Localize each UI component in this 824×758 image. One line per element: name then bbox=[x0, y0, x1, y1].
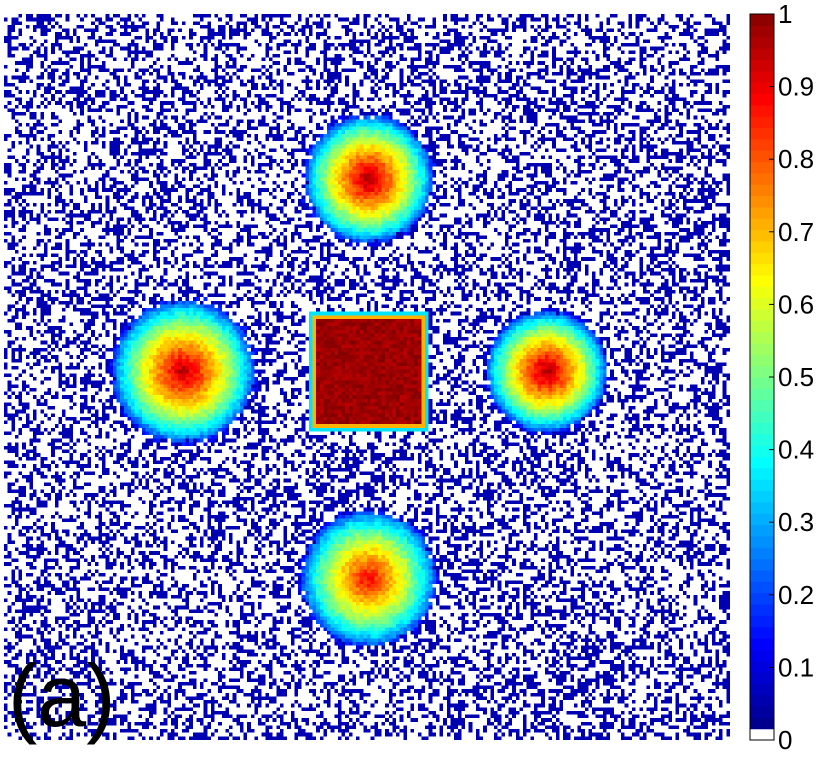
colorbar-segment bbox=[750, 671, 774, 684]
colorbar-segment bbox=[750, 161, 774, 174]
heatmap-plot bbox=[4, 14, 730, 740]
colorbar-segment bbox=[750, 377, 774, 389]
colorbar-segment bbox=[750, 82, 774, 95]
colorbar-segment bbox=[750, 660, 774, 673]
colorbar-segment bbox=[750, 399, 774, 412]
colorbar-segment bbox=[750, 206, 774, 219]
colorbar-segment bbox=[750, 615, 774, 628]
colorbar-segment bbox=[750, 603, 774, 616]
colorbar-tick-label: 0.9 bbox=[778, 72, 814, 102]
colorbar-segment bbox=[750, 138, 774, 151]
colorbar-segment bbox=[750, 229, 774, 242]
colorbar-segment bbox=[750, 547, 774, 560]
panel-label: (a) bbox=[8, 646, 116, 745]
colorbar-segment bbox=[750, 150, 774, 163]
colorbar-segment bbox=[750, 342, 774, 355]
colorbar-tick-label: 0 bbox=[778, 725, 792, 755]
colorbar-tick-label: 0.2 bbox=[778, 580, 814, 610]
colorbar-segment bbox=[750, 694, 774, 707]
colorbar-segment bbox=[750, 354, 774, 367]
colorbar-segment bbox=[750, 195, 774, 208]
colorbar-segment bbox=[750, 728, 774, 741]
colorbar-segment bbox=[750, 286, 774, 299]
colorbar-segment bbox=[750, 569, 774, 582]
colorbar-segment bbox=[750, 218, 774, 231]
colorbar-segment bbox=[750, 263, 774, 276]
colorbar-segment bbox=[750, 25, 774, 38]
colorbar-segment bbox=[750, 445, 774, 458]
colorbar-tick-label: 0.4 bbox=[778, 435, 814, 465]
colorbar-segment bbox=[750, 308, 774, 321]
colorbar-segment bbox=[750, 592, 774, 605]
colorbar-segment bbox=[750, 467, 774, 480]
colorbar-segment bbox=[750, 558, 774, 571]
colorbar-segment bbox=[750, 104, 774, 117]
colorbar-segment bbox=[750, 48, 774, 60]
colorbar-segment bbox=[750, 252, 774, 265]
colorbar-segment bbox=[750, 274, 774, 287]
colorbar-segment bbox=[750, 422, 774, 435]
colorbar-tick-label: 0.6 bbox=[778, 289, 814, 319]
colorbar-segment bbox=[750, 433, 774, 446]
colorbar-segment bbox=[750, 637, 774, 650]
colorbar-segment bbox=[750, 14, 774, 26]
colorbar-segment bbox=[750, 240, 774, 253]
colorbar-segment bbox=[750, 705, 774, 718]
colorbar-tick-label: 1 bbox=[778, 0, 792, 29]
colorbar-segment bbox=[750, 331, 774, 344]
colorbar-segment bbox=[750, 683, 774, 696]
heatmap-image bbox=[4, 14, 730, 740]
colorbar-segment bbox=[750, 524, 774, 537]
colorbar-segment bbox=[750, 388, 774, 401]
colorbar-segment bbox=[750, 501, 774, 514]
colorbar: 0 0.1 0.2 0.3 0.4 0.5 0.6 0.7 0.8 0.9 1 bbox=[749, 0, 814, 755]
colorbar-segment bbox=[750, 513, 774, 526]
colorbar-segment bbox=[750, 717, 774, 730]
colorbar-segment bbox=[750, 581, 774, 594]
colorbar-tick-label: 0.8 bbox=[778, 144, 814, 174]
colorbar-segment bbox=[750, 320, 774, 333]
colorbar-segment bbox=[750, 411, 774, 423]
colorbar-segment bbox=[750, 172, 774, 185]
colorbar-segment bbox=[750, 127, 774, 140]
colorbar-segment bbox=[750, 479, 774, 492]
colorbar-segment bbox=[750, 36, 774, 49]
colorbar-tick-label: 0.7 bbox=[778, 217, 814, 247]
colorbar-segment bbox=[750, 626, 774, 639]
colorbar-segment bbox=[750, 70, 774, 83]
colorbar-segment bbox=[750, 649, 774, 662]
colorbar-segment bbox=[750, 59, 774, 72]
colorbar-segment bbox=[750, 456, 774, 469]
colorbar-tick-label: 0.1 bbox=[778, 652, 814, 682]
colorbar-segment bbox=[750, 365, 774, 378]
colorbar-segment bbox=[750, 93, 774, 106]
colorbar-segment bbox=[750, 116, 774, 129]
colorbar-tick-label: 0.3 bbox=[778, 507, 814, 537]
colorbar-tick-label: 0.5 bbox=[778, 362, 814, 392]
colorbar-segment bbox=[750, 490, 774, 503]
colorbar-segment bbox=[750, 535, 774, 548]
colorbar-segment bbox=[750, 184, 774, 197]
colorbar-segment bbox=[750, 297, 774, 310]
